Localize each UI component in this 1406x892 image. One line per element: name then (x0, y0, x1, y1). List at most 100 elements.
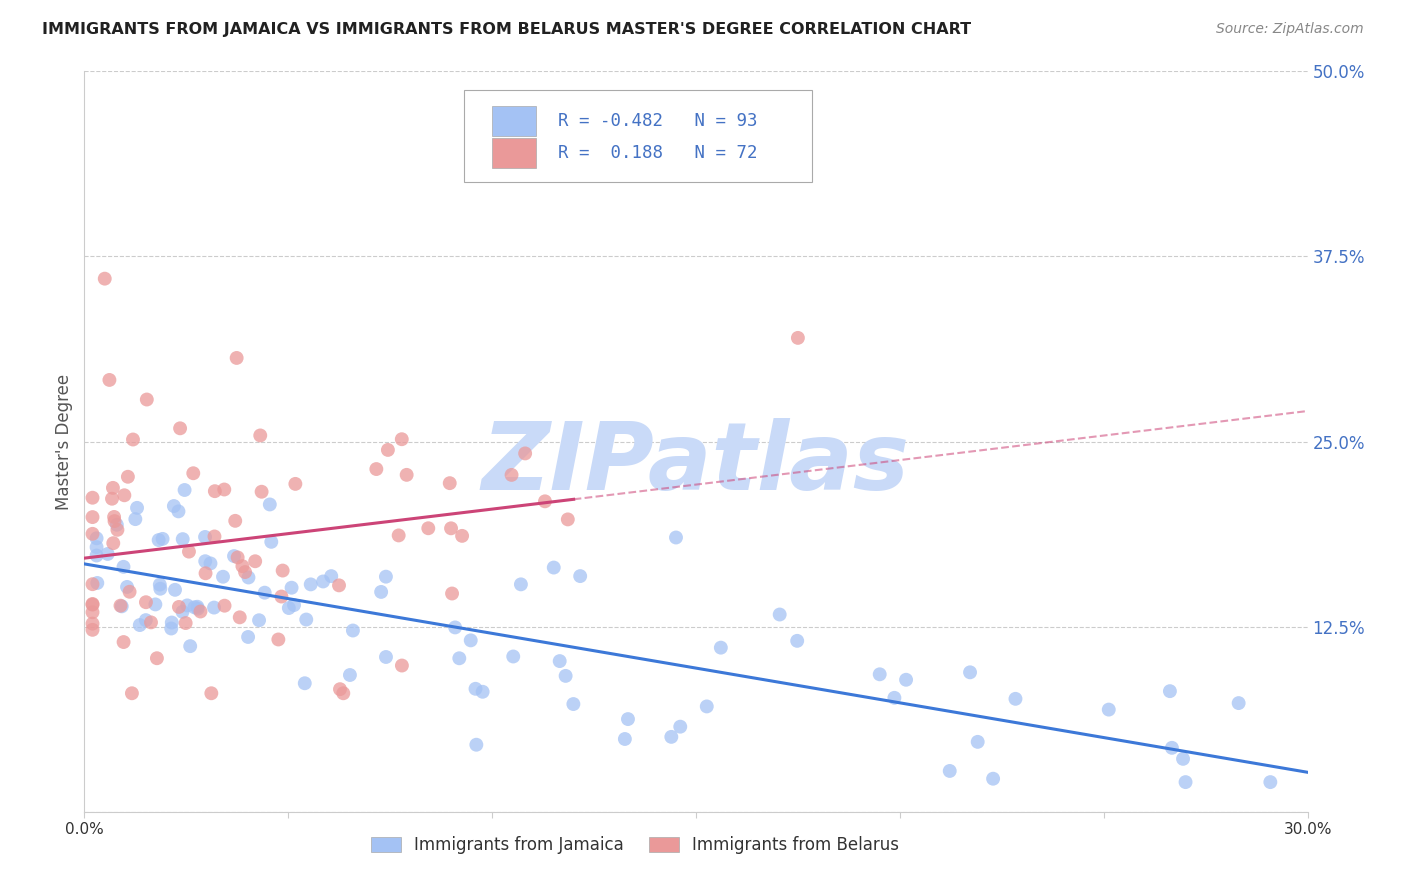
Point (938, 764, 960, 778)
Point (280, 581, 302, 595)
FancyBboxPatch shape (492, 138, 536, 168)
Point (103, 536, 125, 550)
Point (105, 517, 128, 532)
Point (86, 540, 108, 554)
Point (1161, 740, 1184, 755)
Point (86, 576, 108, 591)
Point (370, 585, 392, 599)
Point (659, 730, 682, 744)
Point (135, 595, 157, 609)
Point (135, 392, 157, 407)
Point (181, 467, 204, 481)
Point (214, 483, 236, 497)
Point (569, 569, 592, 583)
Point (391, 658, 413, 673)
Point (200, 557, 222, 571)
Point (883, 690, 905, 705)
Point (283, 598, 305, 612)
Point (329, 682, 352, 697)
Point (103, 514, 125, 528)
Point (152, 532, 174, 546)
Point (173, 483, 195, 497)
Point (149, 582, 172, 596)
Point (226, 550, 249, 565)
Point (163, 499, 186, 513)
Point (1098, 703, 1121, 717)
Point (82, 510, 104, 524)
Point (321, 569, 343, 583)
Point (243, 554, 266, 568)
Point (82, 616, 104, 631)
Point (204, 529, 226, 543)
Point (271, 564, 294, 578)
Point (101, 491, 124, 506)
Point (172, 605, 194, 619)
Point (250, 484, 273, 499)
Point (117, 469, 139, 483)
Point (1227, 696, 1250, 710)
Text: R =  0.188   N = 72: R = 0.188 N = 72 (558, 144, 758, 162)
Point (966, 735, 988, 749)
Point (465, 738, 488, 752)
Point (97, 547, 120, 561)
Point (202, 600, 225, 615)
Point (186, 599, 208, 614)
Point (124, 512, 146, 526)
Point (696, 699, 718, 714)
Point (172, 532, 194, 546)
Point (148, 533, 170, 547)
Point (342, 624, 364, 638)
Point (460, 633, 482, 648)
Point (543, 560, 565, 574)
Point (190, 605, 212, 619)
Point (441, 586, 464, 600)
Point (115, 580, 138, 594)
Point (247, 613, 270, 627)
Point (121, 686, 143, 700)
Point (332, 686, 354, 700)
Point (451, 529, 474, 543)
Point (167, 504, 190, 518)
Point (710, 640, 733, 655)
Point (260, 534, 283, 549)
Point (501, 467, 523, 482)
Point (110, 599, 132, 613)
Point (548, 654, 571, 668)
Point (214, 599, 236, 613)
Point (787, 331, 810, 345)
Point (1171, 752, 1194, 766)
Point (1159, 684, 1181, 698)
Point (86, 549, 108, 563)
Point (112, 559, 135, 574)
Point (233, 565, 256, 579)
Point (374, 569, 396, 583)
Point (665, 531, 688, 545)
Point (869, 667, 891, 681)
Point (1174, 775, 1197, 789)
Point (328, 578, 350, 592)
Point (122, 433, 145, 447)
Point (270, 590, 292, 604)
Point (82, 491, 104, 505)
Point (395, 467, 418, 482)
Point (471, 685, 494, 699)
Point (82, 597, 104, 611)
Point (534, 494, 557, 508)
Point (267, 632, 290, 647)
Point (515, 446, 537, 460)
Point (107, 523, 129, 537)
Point (509, 577, 531, 591)
Point (82, 605, 104, 619)
Point (894, 673, 917, 687)
Point (183, 600, 205, 615)
Point (101, 481, 124, 495)
Point (502, 649, 524, 664)
Point (179, 639, 201, 653)
Point (464, 681, 486, 696)
Point (231, 559, 253, 574)
Point (86, 531, 108, 545)
Point (163, 582, 186, 597)
Point (128, 618, 150, 632)
FancyBboxPatch shape (464, 90, 813, 183)
Point (377, 442, 399, 457)
